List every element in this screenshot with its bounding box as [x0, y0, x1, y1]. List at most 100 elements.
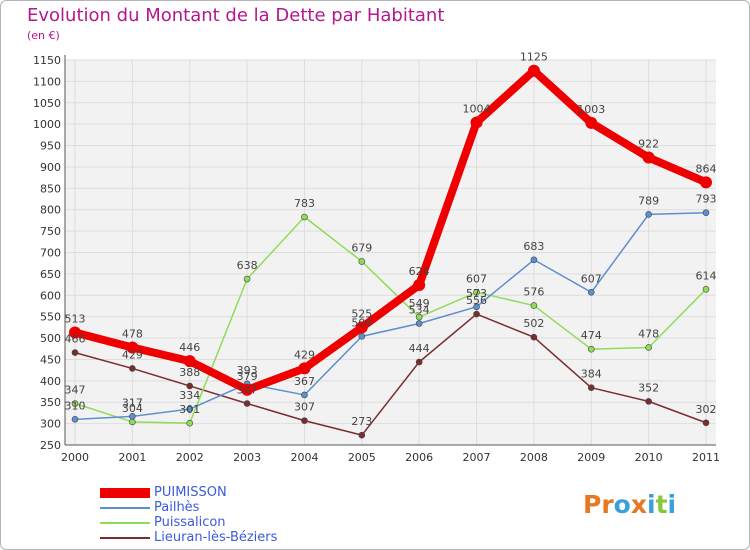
data-label: 367 — [294, 375, 315, 388]
data-label: 556 — [466, 294, 487, 307]
data-point — [183, 355, 196, 368]
data-label: 624 — [409, 265, 430, 278]
data-label: 614 — [696, 269, 717, 282]
data-point — [69, 326, 81, 339]
data-label: 474 — [581, 329, 602, 342]
data-point — [645, 344, 652, 351]
data-label: 922 — [638, 138, 659, 151]
y-tick-label: 1000 — [33, 118, 61, 131]
legend-swatch-pailhes — [100, 506, 150, 509]
data-point — [415, 320, 423, 327]
x-tick-label: 2011 — [692, 451, 720, 464]
proxiti-logo: Proxiti — [583, 490, 676, 519]
data-point — [301, 213, 308, 221]
data-label: 429 — [122, 348, 143, 361]
logo-letter: i — [647, 490, 656, 519]
y-tick-label: 650 — [40, 268, 61, 281]
data-label: 310 — [65, 399, 86, 412]
data-label: 334 — [179, 389, 200, 402]
x-tick-label: 2009 — [577, 451, 605, 464]
data-point — [530, 302, 538, 309]
legend-item-puimisson: PUIMISSON — [100, 485, 277, 500]
data-point — [587, 384, 595, 391]
data-label: 638 — [237, 259, 258, 272]
y-tick-label: 400 — [40, 375, 61, 388]
data-label: 388 — [179, 366, 200, 379]
data-point — [642, 151, 655, 164]
data-point — [186, 405, 194, 413]
legend-label-puissalicon: Puissalicon — [154, 515, 226, 530]
data-label: 513 — [65, 312, 86, 325]
data-point — [530, 256, 538, 264]
data-label: 307 — [294, 401, 315, 414]
data-label: 444 — [409, 342, 430, 355]
data-point — [301, 391, 308, 399]
series-line-1 — [74, 211, 707, 421]
data-point — [530, 333, 538, 341]
data-point — [470, 116, 483, 129]
legend-item-puissalicon: Puissalicon — [100, 515, 277, 530]
series-line-2 — [74, 216, 707, 424]
data-point — [702, 419, 710, 427]
y-tick-label: 850 — [40, 182, 61, 195]
y-tick-label: 250 — [40, 439, 61, 452]
logo-letter: t — [655, 490, 668, 519]
y-tick-label: 300 — [40, 418, 61, 431]
data-point — [71, 400, 79, 407]
logo-letter: i — [667, 490, 677, 519]
data-label: 466 — [65, 333, 86, 346]
legend-label-lieuran: Lieuran-lès-Béziers — [154, 530, 278, 545]
data-label: 525 — [351, 307, 372, 320]
y-tick-label: 700 — [40, 247, 61, 260]
data-point — [355, 321, 368, 334]
legend-swatch-puimisson — [100, 487, 150, 498]
data-point — [415, 313, 423, 321]
data-point — [413, 279, 426, 292]
data-label: 789 — [638, 194, 659, 207]
legend-swatch-puissalicon — [100, 521, 150, 524]
data-label: 504 — [351, 316, 372, 329]
data-point — [527, 64, 540, 77]
y-tick-label: 800 — [40, 204, 61, 217]
y-tick-label: 1100 — [33, 75, 61, 88]
y-tick-label: 950 — [40, 140, 61, 153]
data-label: 478 — [122, 327, 143, 340]
unit-label: (en €) — [27, 29, 60, 42]
data-label: 301 — [179, 403, 200, 416]
data-label: 1125 — [520, 51, 548, 64]
x-tick-label: 2008 — [520, 451, 548, 464]
data-point — [645, 211, 652, 218]
y-tick-label: 900 — [40, 161, 61, 174]
logo-letter: x — [630, 490, 647, 519]
data-label: 502 — [523, 317, 544, 330]
data-label: 793 — [696, 193, 717, 206]
logo-letter: P — [583, 490, 602, 519]
data-label: 446 — [179, 341, 200, 354]
data-label: 683 — [523, 240, 544, 253]
data-label: 379 — [237, 370, 258, 383]
legend-label-puimisson: PUIMISSON — [154, 485, 227, 500]
data-point — [126, 341, 139, 354]
y-tick-label: 1150 — [33, 54, 61, 67]
data-label: 393 — [237, 364, 258, 377]
legend-item-pailhes: Pailhès — [100, 500, 277, 515]
data-point — [645, 398, 652, 405]
chart-title: Evolution du Montant de la Dette par Hab… — [27, 5, 445, 26]
x-tick-label: 2004 — [290, 451, 318, 464]
data-label: 1003 — [577, 103, 605, 116]
data-label: 864 — [696, 162, 717, 175]
data-label: 534 — [409, 304, 430, 317]
y-tick-label: 500 — [40, 332, 61, 345]
x-tick-label: 2000 — [61, 451, 89, 464]
data-point — [243, 400, 251, 407]
legend-swatch-lieuran — [100, 536, 150, 539]
logo-letter: o — [613, 490, 631, 519]
y-tick-label: 1050 — [33, 97, 61, 110]
x-tick-label: 2006 — [405, 451, 433, 464]
data-point — [358, 431, 366, 439]
y-tick-label: 550 — [40, 311, 61, 324]
data-point — [241, 383, 254, 396]
data-point — [129, 365, 136, 372]
y-tick-label: 750 — [40, 225, 61, 238]
